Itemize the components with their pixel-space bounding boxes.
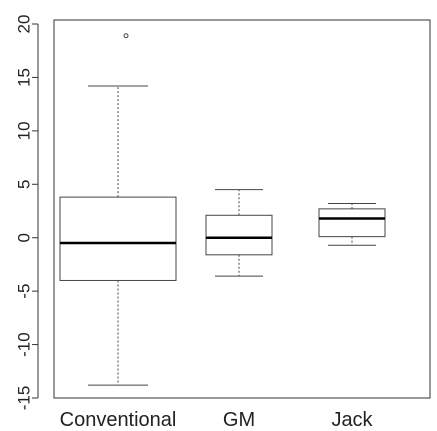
box-gm [205,189,273,277]
y-tick-label: 15 [15,68,34,87]
y-tick-label: 10 [15,121,34,140]
y-tick-label: -5 [15,284,34,299]
y-tick-label: 5 [15,180,34,189]
iqr-box [205,214,273,256]
y-tick-label: 0 [15,233,34,242]
x-tick-label: Jack [331,409,373,431]
y-tick-label: -15 [15,386,34,411]
iqr-box [318,208,386,238]
y-axis: -15 -10 -5 0 5 10 15 20 [15,15,39,411]
boxes-layer [59,33,386,386]
box-conventional [59,33,177,386]
x-tick-label: Conventional [60,409,177,431]
x-tick-label: GM [223,409,255,431]
x-axis: Conventional GM Jack [60,409,374,431]
y-tick-label: 20 [15,15,34,34]
plot-frame [53,19,431,399]
y-tick-label: -10 [15,332,34,357]
box-jack [318,203,386,246]
iqr-box [59,196,177,281]
outlier-point [123,33,129,39]
